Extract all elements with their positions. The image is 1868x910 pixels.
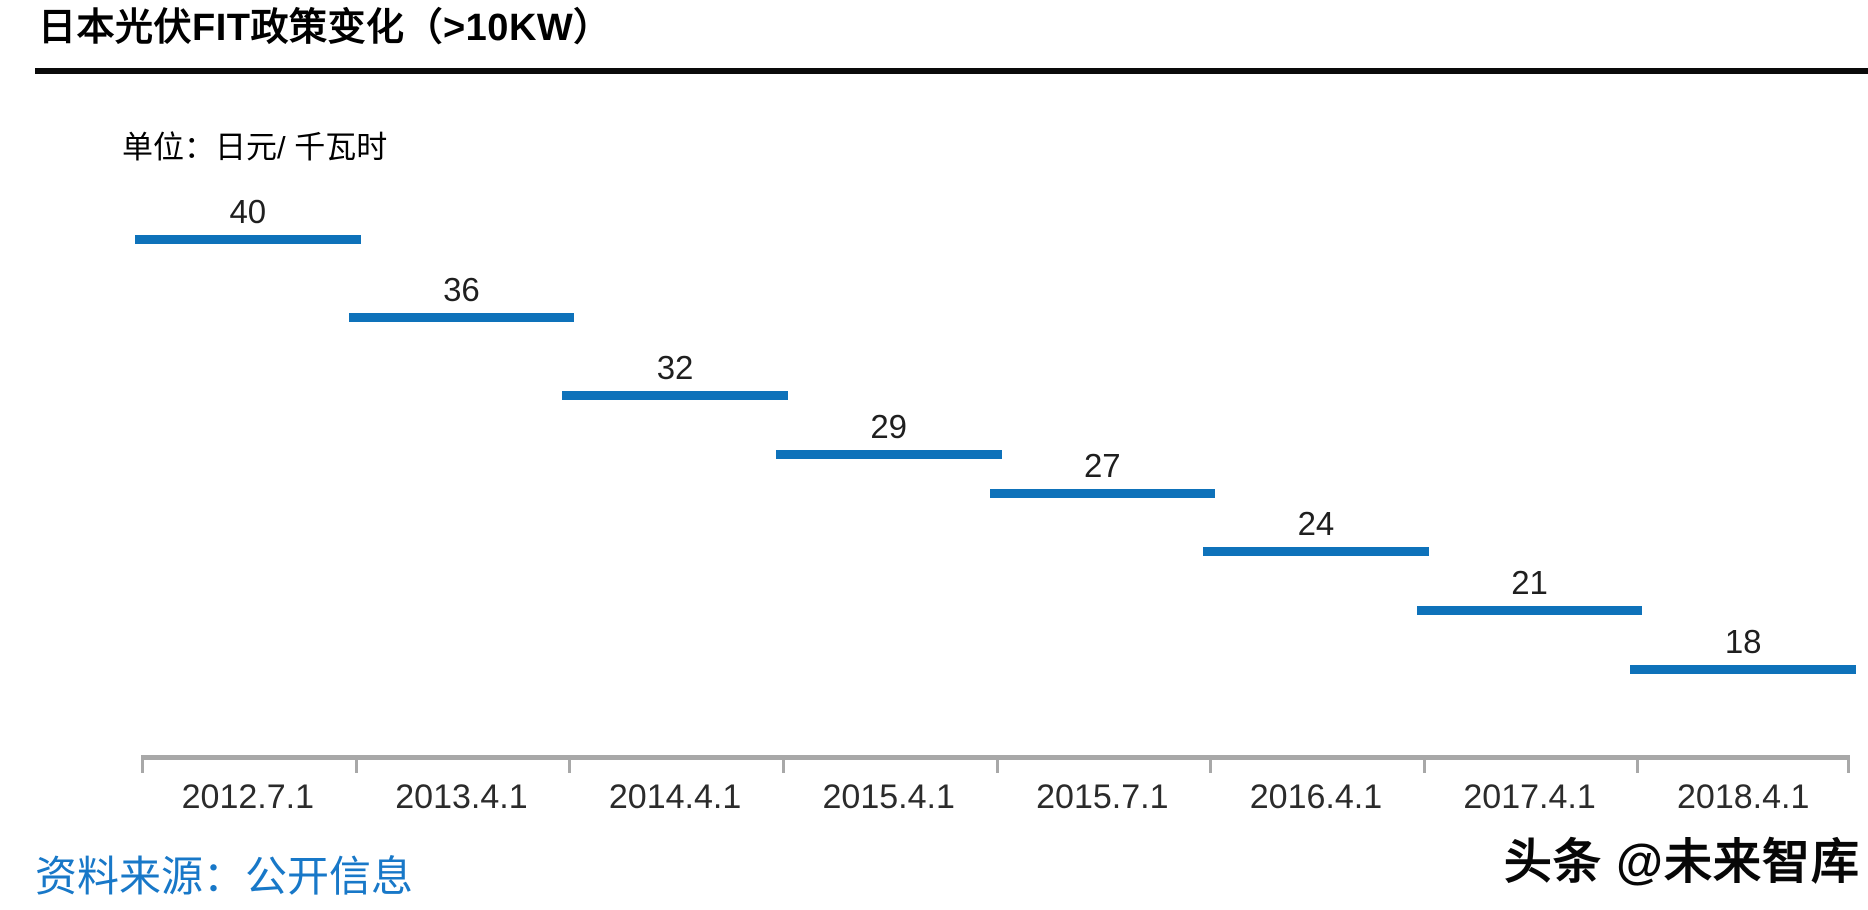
x-tick-label: 2018.4.1 bbox=[1677, 778, 1810, 816]
bar-value-label: 24 bbox=[1297, 505, 1335, 543]
x-tick-label: 2017.4.1 bbox=[1463, 778, 1596, 816]
fit-rate-bar bbox=[775, 449, 1002, 459]
title-underline-rule bbox=[35, 68, 1868, 74]
bar-value-label: 36 bbox=[443, 270, 480, 308]
x-axis-tick bbox=[1209, 755, 1213, 773]
chart-title: 日本光伏FIT政策变化（>10KW） bbox=[38, 7, 612, 49]
x-tick-label: 2013.4.1 bbox=[395, 778, 528, 816]
x-axis-tick bbox=[1636, 755, 1640, 773]
x-axis-tick bbox=[141, 755, 144, 773]
x-axis-tick bbox=[781, 755, 785, 773]
x-tick-label: 2015.4.1 bbox=[822, 778, 955, 816]
fit-rate-bar bbox=[562, 390, 788, 400]
fit-rate-bar bbox=[989, 488, 1216, 498]
x-tick-label: 2012.7.1 bbox=[181, 778, 314, 816]
source-note: 资料来源：公开信息 bbox=[35, 853, 414, 900]
x-axis-tick bbox=[568, 755, 572, 773]
x-axis-tick bbox=[1847, 755, 1850, 773]
x-axis-tick bbox=[1422, 755, 1426, 773]
bar-value-label: 40 bbox=[229, 192, 267, 230]
x-tick-label: 2014.4.1 bbox=[608, 778, 742, 816]
bar-value-label: 18 bbox=[1724, 622, 1762, 660]
fit-rate-bar bbox=[1416, 605, 1643, 615]
bar-value-label: 29 bbox=[870, 407, 908, 445]
bar-value-label: 27 bbox=[1083, 446, 1121, 484]
x-axis-tick bbox=[354, 755, 358, 773]
fit-rate-bar bbox=[1203, 547, 1429, 557]
x-tick-label: 2015.7.1 bbox=[1036, 778, 1169, 816]
bar-value-label: 32 bbox=[656, 348, 694, 386]
watermark: 头条 @未来智库 bbox=[1503, 836, 1860, 889]
fit-rate-bar bbox=[1630, 664, 1856, 674]
x-axis-tick bbox=[995, 755, 999, 773]
fit-rate-bar bbox=[135, 234, 361, 244]
x-tick-label: 2016.4.1 bbox=[1249, 778, 1383, 816]
fit-rate-bar bbox=[348, 312, 575, 322]
unit-label: 单位：日元/ 千瓦时 bbox=[122, 130, 388, 165]
bar-value-label: 21 bbox=[1511, 563, 1548, 601]
